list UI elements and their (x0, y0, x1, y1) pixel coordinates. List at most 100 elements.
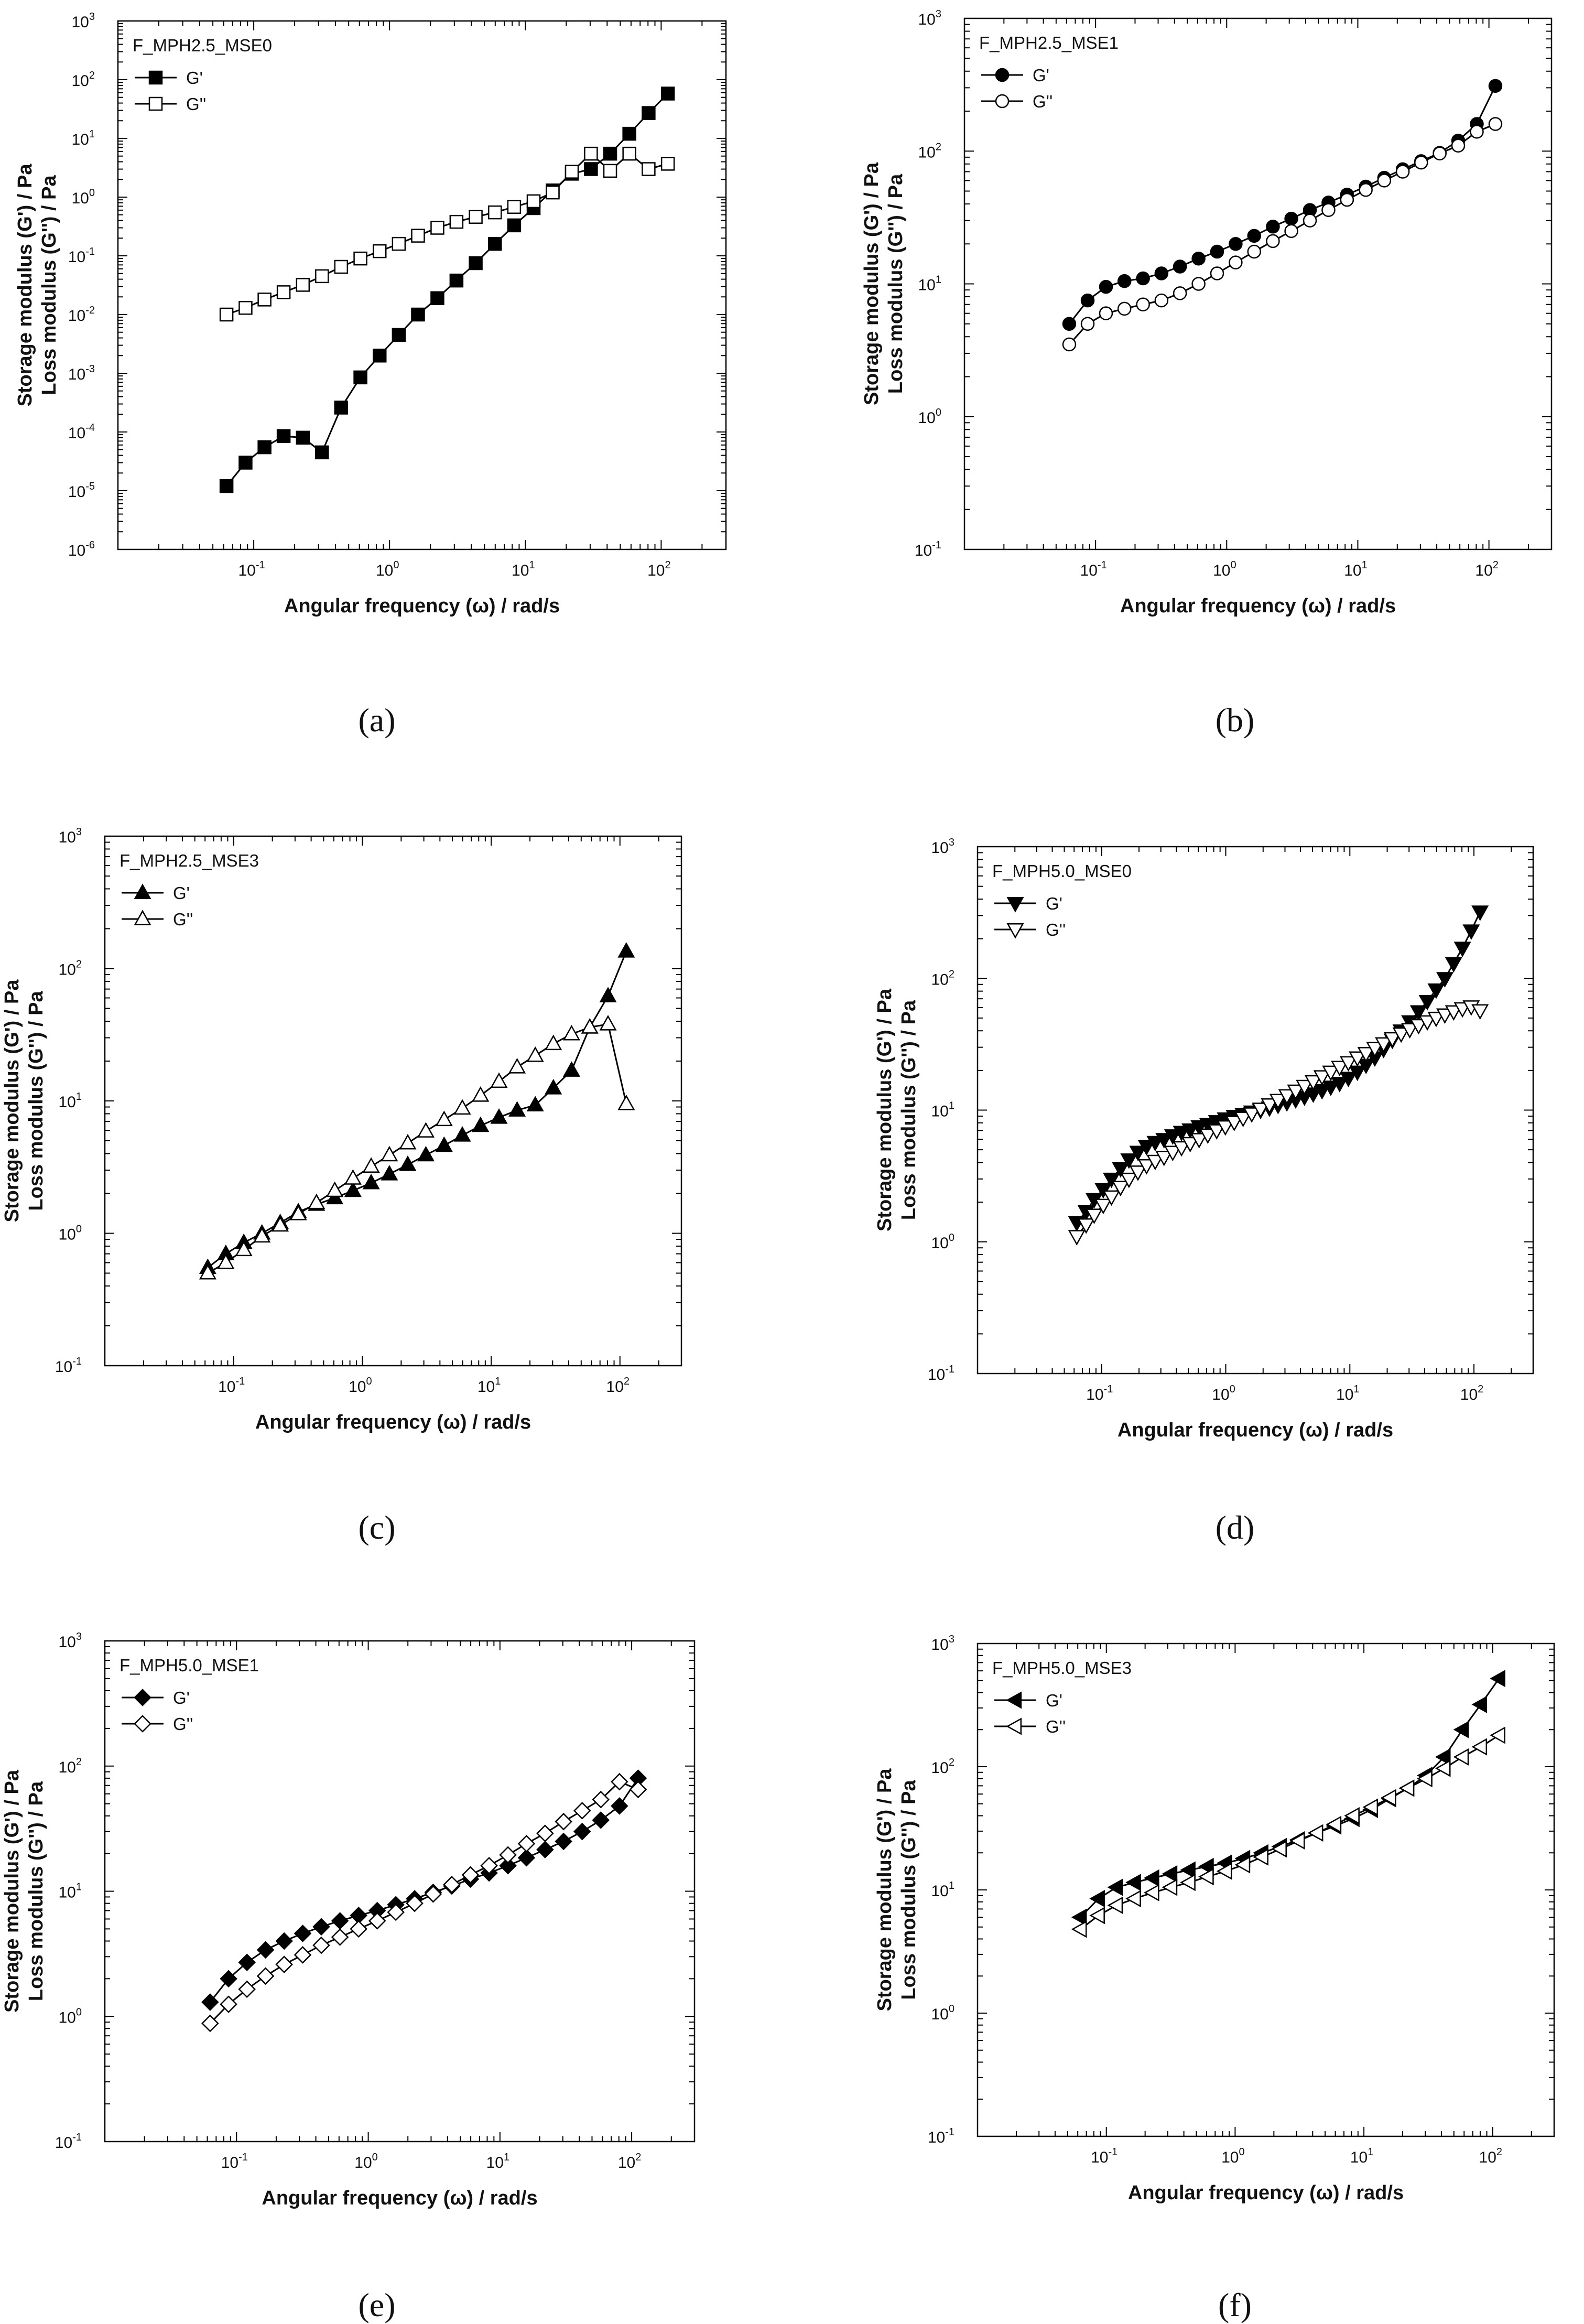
x-tick-label: 102 (1479, 2146, 1503, 2166)
data-point (1162, 1865, 1178, 1883)
data-point (1296, 1079, 1314, 1096)
x-tick-label: 100 (354, 2152, 378, 2171)
data-point (1089, 1907, 1105, 1925)
data-point (1357, 1047, 1375, 1063)
data-point (1284, 211, 1298, 226)
data-point (472, 1116, 490, 1132)
x-axis-title: Angular frequency (ω) / rad/s (255, 1411, 531, 1433)
data-point (449, 214, 464, 229)
data-point (1418, 1015, 1436, 1031)
legend-label: G' (1033, 66, 1049, 85)
data-point (1344, 1807, 1360, 1825)
data-point (562, 1061, 580, 1077)
data-point (1470, 124, 1484, 139)
data-point (1190, 1133, 1208, 1149)
data-point (1445, 1005, 1462, 1021)
data-point (1362, 1798, 1379, 1816)
legend-entry: G' (122, 1688, 190, 1707)
data-point (1331, 1077, 1349, 1093)
y-axis-title-loss: Loss modulus (G'') / Pa (25, 991, 47, 1211)
legend-title: F_MPH2.5_MSE1 (979, 33, 1119, 52)
data-point (411, 229, 425, 243)
data-point (584, 146, 598, 161)
data-point (344, 1181, 362, 1197)
data-point (1216, 1862, 1232, 1880)
data-point (1339, 1072, 1357, 1088)
x-tick-label: 100 (1221, 2146, 1245, 2166)
data-point (1102, 1190, 1121, 1206)
y-tick-label: 10-4 (68, 422, 95, 442)
data-point (294, 1946, 312, 1964)
data-point (238, 1953, 256, 1972)
data-point (1208, 1124, 1225, 1140)
y-tick-label: 103 (931, 1634, 955, 1653)
data-point (1349, 1051, 1366, 1067)
data-point (508, 1057, 526, 1074)
data-point (453, 1126, 471, 1142)
data-point (1383, 1032, 1401, 1048)
data-point (1247, 244, 1261, 259)
y-tick-label: 100 (72, 187, 95, 207)
data-point (1417, 1770, 1433, 1788)
data-point (517, 1849, 536, 1867)
data-point (253, 1227, 271, 1243)
data-point (334, 401, 349, 415)
chart-panel-4: 10-1 100 101 102 10-1 100 101 102 103 Angular fre… (874, 837, 1534, 1546)
legend-entry: G'' (122, 1714, 193, 1734)
data-point (1471, 905, 1489, 921)
legend-label: G'' (1033, 92, 1053, 111)
data-point (435, 1136, 453, 1152)
data-point (449, 273, 464, 288)
data-point (1303, 213, 1317, 228)
data-point (526, 1046, 544, 1062)
data-point (1136, 297, 1150, 311)
data-point (1462, 924, 1480, 940)
data-point (526, 1096, 544, 1112)
data-point (312, 1936, 330, 1954)
legend-title: F_MPH5.0_MSE0 (992, 861, 1132, 881)
x-axis-title: Angular frequency (ω) / rad/s (284, 595, 560, 617)
data-point (1062, 317, 1077, 331)
data-point (399, 1133, 417, 1150)
y-axis-title-loss: Loss modulus (G'') / Pa (898, 1000, 920, 1220)
data-point (1340, 192, 1354, 207)
data-point (257, 440, 272, 455)
data-point (507, 218, 522, 233)
legend-entry: G'' (981, 92, 1053, 111)
data-point (1217, 1120, 1234, 1136)
y-tick-label: 10-1 (68, 246, 95, 266)
data-point (424, 1885, 442, 1903)
data-point (368, 1912, 386, 1930)
data-point (1453, 942, 1471, 957)
data-point (1154, 293, 1169, 308)
data-point (1180, 1861, 1196, 1879)
data-point (1266, 220, 1280, 234)
x-tick-label: 101 (1350, 2146, 1374, 2166)
legend-label: G' (173, 1688, 190, 1707)
data-point (392, 236, 406, 251)
data-point (1071, 1908, 1087, 1926)
y-tick-label: 102 (59, 1756, 82, 1776)
y-axis-title-storage: Storage modulus (G') / Pa (861, 162, 883, 405)
y-axis-title-storage: Storage modulus (G') / Pa (1, 979, 23, 1223)
plot-frame (104, 1640, 696, 2143)
data-point (1409, 1019, 1427, 1035)
data-point (1199, 1128, 1217, 1144)
data-point (546, 185, 560, 200)
data-point (1234, 1111, 1252, 1128)
series-line (226, 153, 668, 316)
series-line (207, 951, 627, 1269)
data-point (1180, 1874, 1196, 1891)
x-tick-label: 101 (512, 559, 535, 579)
data-point (238, 456, 253, 470)
data-point (353, 370, 367, 385)
data-point (1380, 1789, 1396, 1807)
data-point (469, 256, 483, 271)
data-point (1146, 1136, 1164, 1152)
data-point (362, 1157, 380, 1173)
legend-label: G' (1046, 894, 1062, 913)
y-tick-label: 102 (918, 141, 942, 161)
data-point (1137, 1140, 1155, 1156)
data-point (1077, 1218, 1095, 1234)
